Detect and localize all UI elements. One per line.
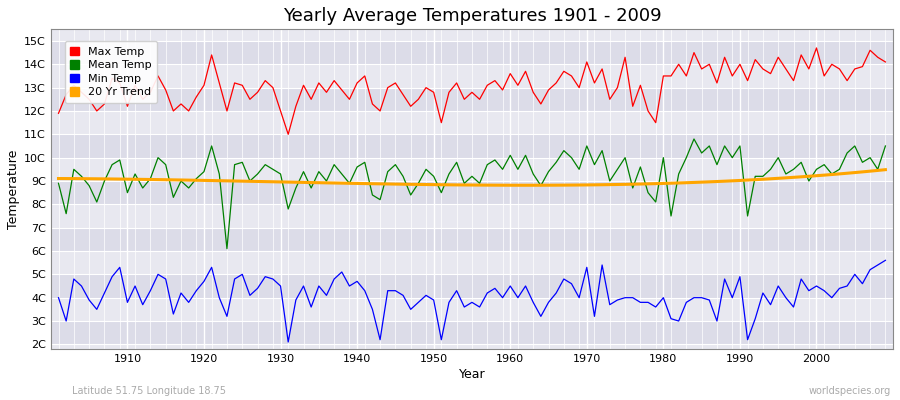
Bar <box>50 321 893 344</box>
Bar <box>50 88 893 111</box>
Bar <box>50 158 893 181</box>
Text: worldspecies.org: worldspecies.org <box>809 386 891 396</box>
Bar <box>50 64 893 88</box>
Bar <box>50 274 893 298</box>
Text: Latitude 51.75 Longitude 18.75: Latitude 51.75 Longitude 18.75 <box>72 386 226 396</box>
Bar <box>50 41 893 64</box>
Bar <box>50 134 893 158</box>
Legend: Max Temp, Mean Temp, Min Temp, 20 Yr Trend: Max Temp, Mean Temp, Min Temp, 20 Yr Tre… <box>65 41 158 103</box>
Bar <box>50 204 893 228</box>
Bar <box>50 251 893 274</box>
Bar <box>50 298 893 321</box>
Bar <box>50 111 893 134</box>
X-axis label: Year: Year <box>459 368 485 381</box>
Title: Yearly Average Temperatures 1901 - 2009: Yearly Average Temperatures 1901 - 2009 <box>283 7 662 25</box>
Y-axis label: Temperature: Temperature <box>7 150 20 229</box>
Bar <box>50 228 893 251</box>
Bar <box>50 181 893 204</box>
